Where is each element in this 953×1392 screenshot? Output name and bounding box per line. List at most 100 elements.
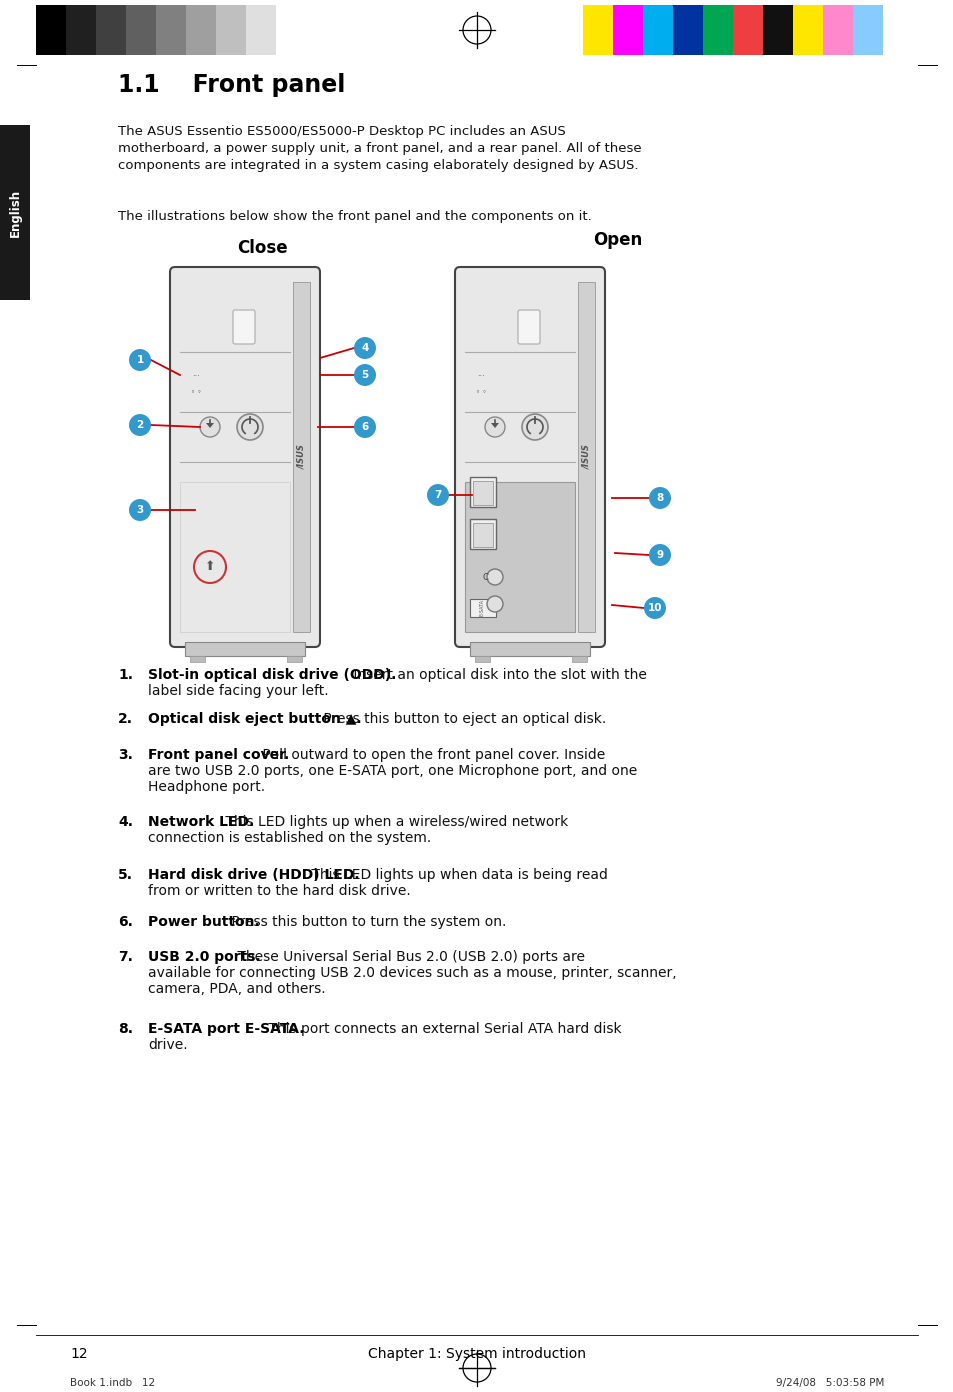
Text: Power button.: Power button. <box>148 915 259 928</box>
Bar <box>66 6 96 56</box>
Bar <box>215 6 246 56</box>
FancyBboxPatch shape <box>233 310 254 344</box>
Text: are two USB 2.0 ports, one E-SATA port, one Microphone port, and one: are two USB 2.0 ports, one E-SATA port, … <box>148 764 637 778</box>
Text: This LED lights up when a wireless/wired network: This LED lights up when a wireless/wired… <box>221 814 568 830</box>
Text: USB 2.0 ports.: USB 2.0 ports. <box>148 949 260 965</box>
Polygon shape <box>206 423 213 427</box>
Text: drive.: drive. <box>148 1038 188 1052</box>
Bar <box>36 6 66 56</box>
Bar <box>762 6 792 56</box>
Circle shape <box>354 416 375 438</box>
Text: Insert an optical disk into the slot with the: Insert an optical disk into the slot wit… <box>349 668 646 682</box>
Circle shape <box>486 596 502 612</box>
Circle shape <box>354 363 375 386</box>
Bar <box>473 523 493 547</box>
Bar <box>275 6 306 56</box>
Text: 4: 4 <box>361 342 368 354</box>
Text: This port connects an external Serial ATA hard disk: This port connects an external Serial AT… <box>264 1022 620 1036</box>
Bar <box>180 482 290 632</box>
Text: ···: ··· <box>192 373 200 381</box>
Text: 2.: 2. <box>118 711 132 727</box>
Text: 1.: 1. <box>118 668 132 682</box>
Text: /ISUS: /ISUS <box>582 444 591 469</box>
Circle shape <box>354 337 375 359</box>
Text: Open: Open <box>593 231 642 249</box>
Text: 9: 9 <box>656 550 663 560</box>
Bar <box>246 6 275 56</box>
Text: 7.: 7. <box>118 949 132 965</box>
FancyBboxPatch shape <box>517 310 539 344</box>
Text: 12: 12 <box>70 1347 88 1361</box>
Text: connection is established on the system.: connection is established on the system. <box>148 831 431 845</box>
Text: Book 1.indb   12: Book 1.indb 12 <box>70 1378 155 1388</box>
Bar <box>470 642 589 656</box>
Bar <box>572 656 586 663</box>
Bar <box>672 6 702 56</box>
Bar <box>470 599 496 617</box>
Text: ◦ ◦: ◦ ◦ <box>476 388 486 395</box>
Bar <box>185 642 305 656</box>
Text: Hard disk drive (HDD) LED.: Hard disk drive (HDD) LED. <box>148 869 359 883</box>
Text: 4.: 4. <box>118 814 132 830</box>
Text: 7: 7 <box>434 490 441 500</box>
Text: 3: 3 <box>136 505 144 515</box>
Text: English: English <box>9 189 22 237</box>
Text: 6.: 6. <box>118 915 132 928</box>
Text: components are integrated in a system casing elaborately designed by ASUS.: components are integrated in a system ca… <box>118 159 638 173</box>
Bar <box>578 283 595 632</box>
Bar <box>475 656 490 663</box>
Text: 6: 6 <box>361 422 368 432</box>
Text: This LED lights up when data is being read: This LED lights up when data is being re… <box>306 869 607 883</box>
Circle shape <box>236 413 263 440</box>
Text: ◦ ◦: ◦ ◦ <box>191 388 201 395</box>
Circle shape <box>484 418 504 437</box>
Bar <box>702 6 732 56</box>
Text: /ISUS: /ISUS <box>297 444 306 469</box>
Text: 8: 8 <box>656 493 663 503</box>
Text: Slot-in optical disk drive (ODD).: Slot-in optical disk drive (ODD). <box>148 668 395 682</box>
Text: Headphone port.: Headphone port. <box>148 780 265 793</box>
Circle shape <box>129 498 151 521</box>
Circle shape <box>643 597 665 619</box>
Bar <box>190 656 205 663</box>
Text: Front panel cover.: Front panel cover. <box>148 748 289 761</box>
Circle shape <box>427 484 449 507</box>
Text: E-SATA: E-SATA <box>479 599 484 615</box>
Bar <box>470 519 496 548</box>
Bar <box>582 6 613 56</box>
Bar <box>293 283 310 632</box>
Text: Pull outward to open the front panel cover. Inside: Pull outward to open the front panel cov… <box>257 748 604 761</box>
Bar <box>126 6 156 56</box>
Circle shape <box>521 413 547 440</box>
Text: 5: 5 <box>361 370 368 380</box>
Text: The ASUS Essentio ES5000/ES5000-P Desktop PC includes an ASUS: The ASUS Essentio ES5000/ES5000-P Deskto… <box>118 125 565 138</box>
Text: Network LED.: Network LED. <box>148 814 254 830</box>
Bar <box>156 6 186 56</box>
Text: 9/24/08   5:03:58 PM: 9/24/08 5:03:58 PM <box>775 1378 883 1388</box>
Bar <box>642 6 672 56</box>
Text: label side facing your left.: label side facing your left. <box>148 683 328 697</box>
Text: E-SATA port E-SATA.: E-SATA port E-SATA. <box>148 1022 304 1036</box>
Text: 10: 10 <box>647 603 661 612</box>
Text: available for connecting USB 2.0 devices such as a mouse, printer, scanner,: available for connecting USB 2.0 devices… <box>148 966 676 980</box>
Bar <box>96 6 126 56</box>
Text: ⬆: ⬆ <box>205 561 215 574</box>
Text: 8.: 8. <box>118 1022 132 1036</box>
Polygon shape <box>491 423 498 427</box>
Text: Press this button to eject an optical disk.: Press this button to eject an optical di… <box>318 711 605 727</box>
Text: 3.: 3. <box>118 748 132 761</box>
Text: These Universal Serial Bus 2.0 (USB 2.0) ports are: These Universal Serial Bus 2.0 (USB 2.0)… <box>233 949 585 965</box>
Circle shape <box>200 418 220 437</box>
Text: camera, PDA, and others.: camera, PDA, and others. <box>148 981 325 997</box>
Circle shape <box>129 349 151 372</box>
Bar <box>792 6 822 56</box>
Text: 2: 2 <box>136 420 144 430</box>
Bar <box>186 6 215 56</box>
Text: from or written to the hard disk drive.: from or written to the hard disk drive. <box>148 884 411 898</box>
Text: Press this button to turn the system on.: Press this button to turn the system on. <box>227 915 506 928</box>
FancyBboxPatch shape <box>170 267 319 647</box>
Text: ···: ··· <box>476 373 484 381</box>
Bar <box>470 477 496 507</box>
Text: Close: Close <box>236 239 287 258</box>
Bar <box>464 482 575 632</box>
